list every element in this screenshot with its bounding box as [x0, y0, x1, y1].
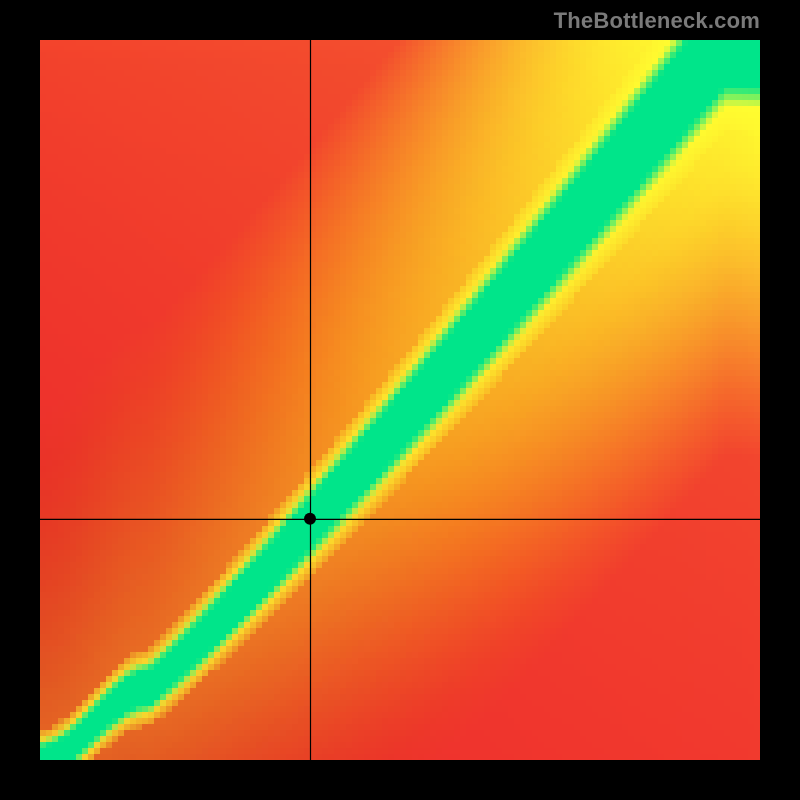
chart-container: TheBottleneck.com — [0, 0, 800, 800]
heatmap-canvas — [40, 40, 760, 760]
heatmap-plot — [40, 40, 760, 760]
watermark-label: TheBottleneck.com — [554, 8, 760, 34]
